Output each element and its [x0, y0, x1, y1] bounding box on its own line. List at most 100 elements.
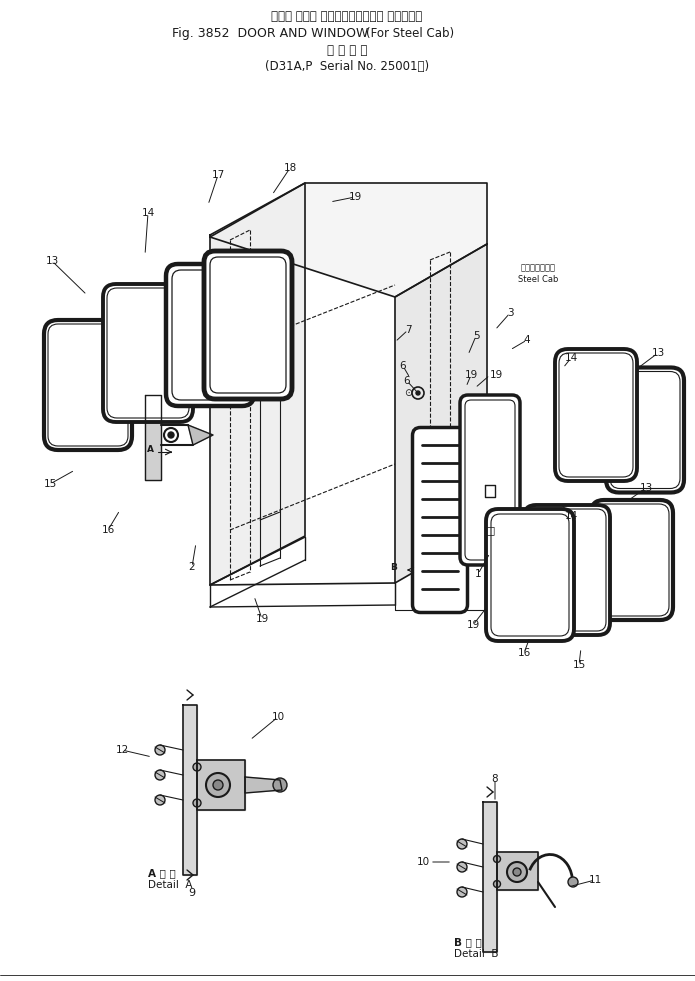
Circle shape — [288, 300, 292, 304]
Text: 13: 13 — [45, 256, 58, 266]
Circle shape — [288, 279, 292, 283]
Text: 5: 5 — [473, 331, 480, 341]
Text: 通 用 号 機: 通 用 号 機 — [327, 43, 367, 57]
Text: A: A — [147, 445, 154, 454]
Text: 13: 13 — [639, 483, 653, 493]
FancyBboxPatch shape — [413, 428, 468, 612]
Text: 14: 14 — [564, 511, 578, 521]
Circle shape — [206, 773, 230, 797]
Text: 19: 19 — [490, 370, 503, 380]
Circle shape — [288, 349, 292, 353]
Circle shape — [288, 335, 292, 339]
Text: Detail  B: Detail B — [454, 949, 498, 959]
Polygon shape — [210, 183, 487, 297]
Polygon shape — [497, 852, 538, 890]
Circle shape — [273, 778, 287, 792]
Polygon shape — [183, 705, 197, 875]
Text: 11: 11 — [589, 875, 602, 885]
FancyBboxPatch shape — [595, 504, 669, 616]
FancyBboxPatch shape — [172, 270, 248, 400]
Circle shape — [193, 763, 201, 771]
Text: 8: 8 — [491, 774, 498, 784]
Text: 19: 19 — [466, 620, 480, 630]
FancyBboxPatch shape — [606, 368, 684, 492]
Circle shape — [568, 877, 578, 887]
Polygon shape — [395, 244, 487, 583]
Text: □: □ — [484, 525, 496, 535]
Text: 1: 1 — [475, 569, 482, 579]
Circle shape — [288, 363, 292, 367]
FancyBboxPatch shape — [486, 509, 574, 641]
Text: 15: 15 — [43, 479, 56, 489]
Text: 7: 7 — [404, 325, 411, 335]
Circle shape — [507, 862, 527, 882]
Text: B: B — [391, 563, 398, 573]
Circle shape — [155, 770, 165, 780]
FancyBboxPatch shape — [48, 324, 128, 446]
Circle shape — [288, 307, 292, 311]
Circle shape — [168, 432, 174, 438]
Text: 16: 16 — [101, 525, 115, 535]
Circle shape — [457, 839, 467, 849]
Circle shape — [493, 881, 500, 888]
FancyBboxPatch shape — [103, 284, 193, 422]
Circle shape — [288, 286, 292, 290]
Circle shape — [288, 370, 292, 374]
FancyBboxPatch shape — [460, 395, 520, 565]
Circle shape — [288, 391, 292, 395]
Circle shape — [288, 356, 292, 360]
Text: 9: 9 — [188, 888, 195, 898]
Circle shape — [288, 384, 292, 388]
Text: 13: 13 — [651, 348, 664, 358]
FancyBboxPatch shape — [591, 500, 673, 620]
Text: 6: 6 — [404, 376, 410, 386]
FancyBboxPatch shape — [528, 509, 606, 631]
Text: 6: 6 — [400, 361, 407, 371]
Text: 15: 15 — [573, 660, 586, 670]
FancyBboxPatch shape — [204, 251, 292, 399]
Text: 18: 18 — [284, 163, 297, 173]
Circle shape — [416, 391, 420, 395]
Text: 16: 16 — [517, 648, 530, 658]
Circle shape — [155, 745, 165, 755]
FancyBboxPatch shape — [524, 505, 610, 635]
Circle shape — [288, 321, 292, 325]
Text: 12: 12 — [115, 745, 129, 755]
Circle shape — [288, 293, 292, 297]
FancyBboxPatch shape — [465, 400, 515, 560]
FancyBboxPatch shape — [44, 320, 132, 450]
FancyBboxPatch shape — [555, 349, 637, 481]
Text: ⊙: ⊙ — [404, 388, 412, 398]
Circle shape — [288, 265, 292, 269]
Circle shape — [155, 795, 165, 805]
Circle shape — [288, 258, 292, 262]
FancyBboxPatch shape — [524, 505, 610, 635]
FancyBboxPatch shape — [610, 372, 680, 489]
Text: 19: 19 — [255, 614, 269, 624]
Text: Detail  A: Detail A — [148, 880, 193, 890]
Polygon shape — [188, 425, 213, 445]
Text: B 詳 細: B 詳 細 — [454, 937, 482, 947]
FancyBboxPatch shape — [204, 251, 292, 399]
Circle shape — [513, 868, 521, 876]
FancyBboxPatch shape — [103, 284, 193, 422]
FancyBboxPatch shape — [44, 320, 132, 450]
Text: Fig. 3852  DOOR AND WINDOW: Fig. 3852 DOOR AND WINDOW — [172, 26, 368, 39]
Circle shape — [288, 314, 292, 318]
Text: 14: 14 — [564, 353, 578, 363]
Circle shape — [457, 862, 467, 872]
FancyBboxPatch shape — [166, 264, 254, 406]
FancyBboxPatch shape — [460, 395, 520, 565]
Text: ドアー および ウインド（スチール キャブ用）: ドアー および ウインド（スチール キャブ用） — [271, 10, 423, 23]
Text: 17: 17 — [211, 170, 224, 180]
Circle shape — [493, 855, 500, 862]
Polygon shape — [197, 760, 245, 810]
Circle shape — [288, 272, 292, 276]
Circle shape — [288, 342, 292, 346]
FancyBboxPatch shape — [166, 264, 254, 406]
Text: 10: 10 — [272, 712, 284, 722]
FancyBboxPatch shape — [107, 288, 189, 418]
Text: 10: 10 — [417, 857, 430, 867]
FancyBboxPatch shape — [591, 500, 673, 620]
Circle shape — [487, 467, 493, 473]
